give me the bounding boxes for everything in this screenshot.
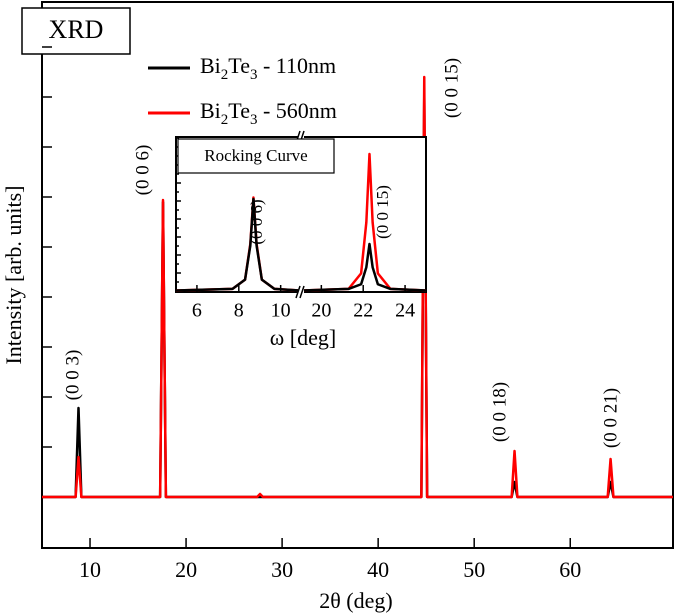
main-plot-frame: [41, 1, 674, 549]
data-line: [42, 75, 673, 499]
inset-x-axis-label: ω [deg]: [270, 325, 336, 350]
x-tick-label: 60: [559, 557, 581, 582]
peak-label: (0 0 18): [489, 382, 510, 442]
inset-x-tick-label: 22: [353, 300, 373, 322]
inset-x-tick-label: 6: [192, 300, 202, 322]
peak-label: (0 0 3): [62, 350, 83, 401]
peak-label: (0 0 6): [132, 145, 153, 196]
inset-plot-area: [175, 152, 427, 292]
peak-label: (0 0 15): [441, 58, 462, 118]
inset-title-box: [177, 138, 335, 174]
y-axis-label: Intensity [arb. units]: [1, 185, 26, 364]
x-tick-label: 50: [463, 557, 485, 582]
x-tick-label: 40: [367, 557, 389, 582]
peak-label: (0 0 21): [600, 388, 621, 448]
x-tick-label: 30: [271, 557, 293, 582]
inset-x-tick-label: 8: [234, 300, 244, 322]
inset-peak-label: (0 0 6): [247, 199, 266, 244]
inset-title: Rocking Curve: [204, 146, 307, 165]
chart-title: XRD: [49, 15, 104, 44]
x-tick-label: 20: [175, 557, 197, 582]
axis-break-gap: [298, 133, 304, 141]
x-tick-label: 10: [79, 557, 101, 582]
axis-break-mark: [295, 285, 301, 299]
x-axis-label: 2θ (deg): [319, 588, 392, 613]
plot-area: [42, 75, 673, 499]
data-line: [175, 197, 427, 292]
legend-label: Bi2Te3 - 560nm: [200, 98, 337, 128]
inset-x-tick-label: 10: [271, 300, 291, 322]
axis-break-gap: [298, 288, 304, 296]
legend-label: Bi2Te3 - 110nm: [200, 53, 336, 83]
inset-x-tick-label: 24: [395, 300, 415, 322]
title-box: [21, 7, 131, 55]
axis-break-mark: [299, 285, 305, 299]
inset-x-tick-label: 20: [311, 300, 331, 322]
inset-peak-label: (0 0 15): [373, 185, 392, 239]
